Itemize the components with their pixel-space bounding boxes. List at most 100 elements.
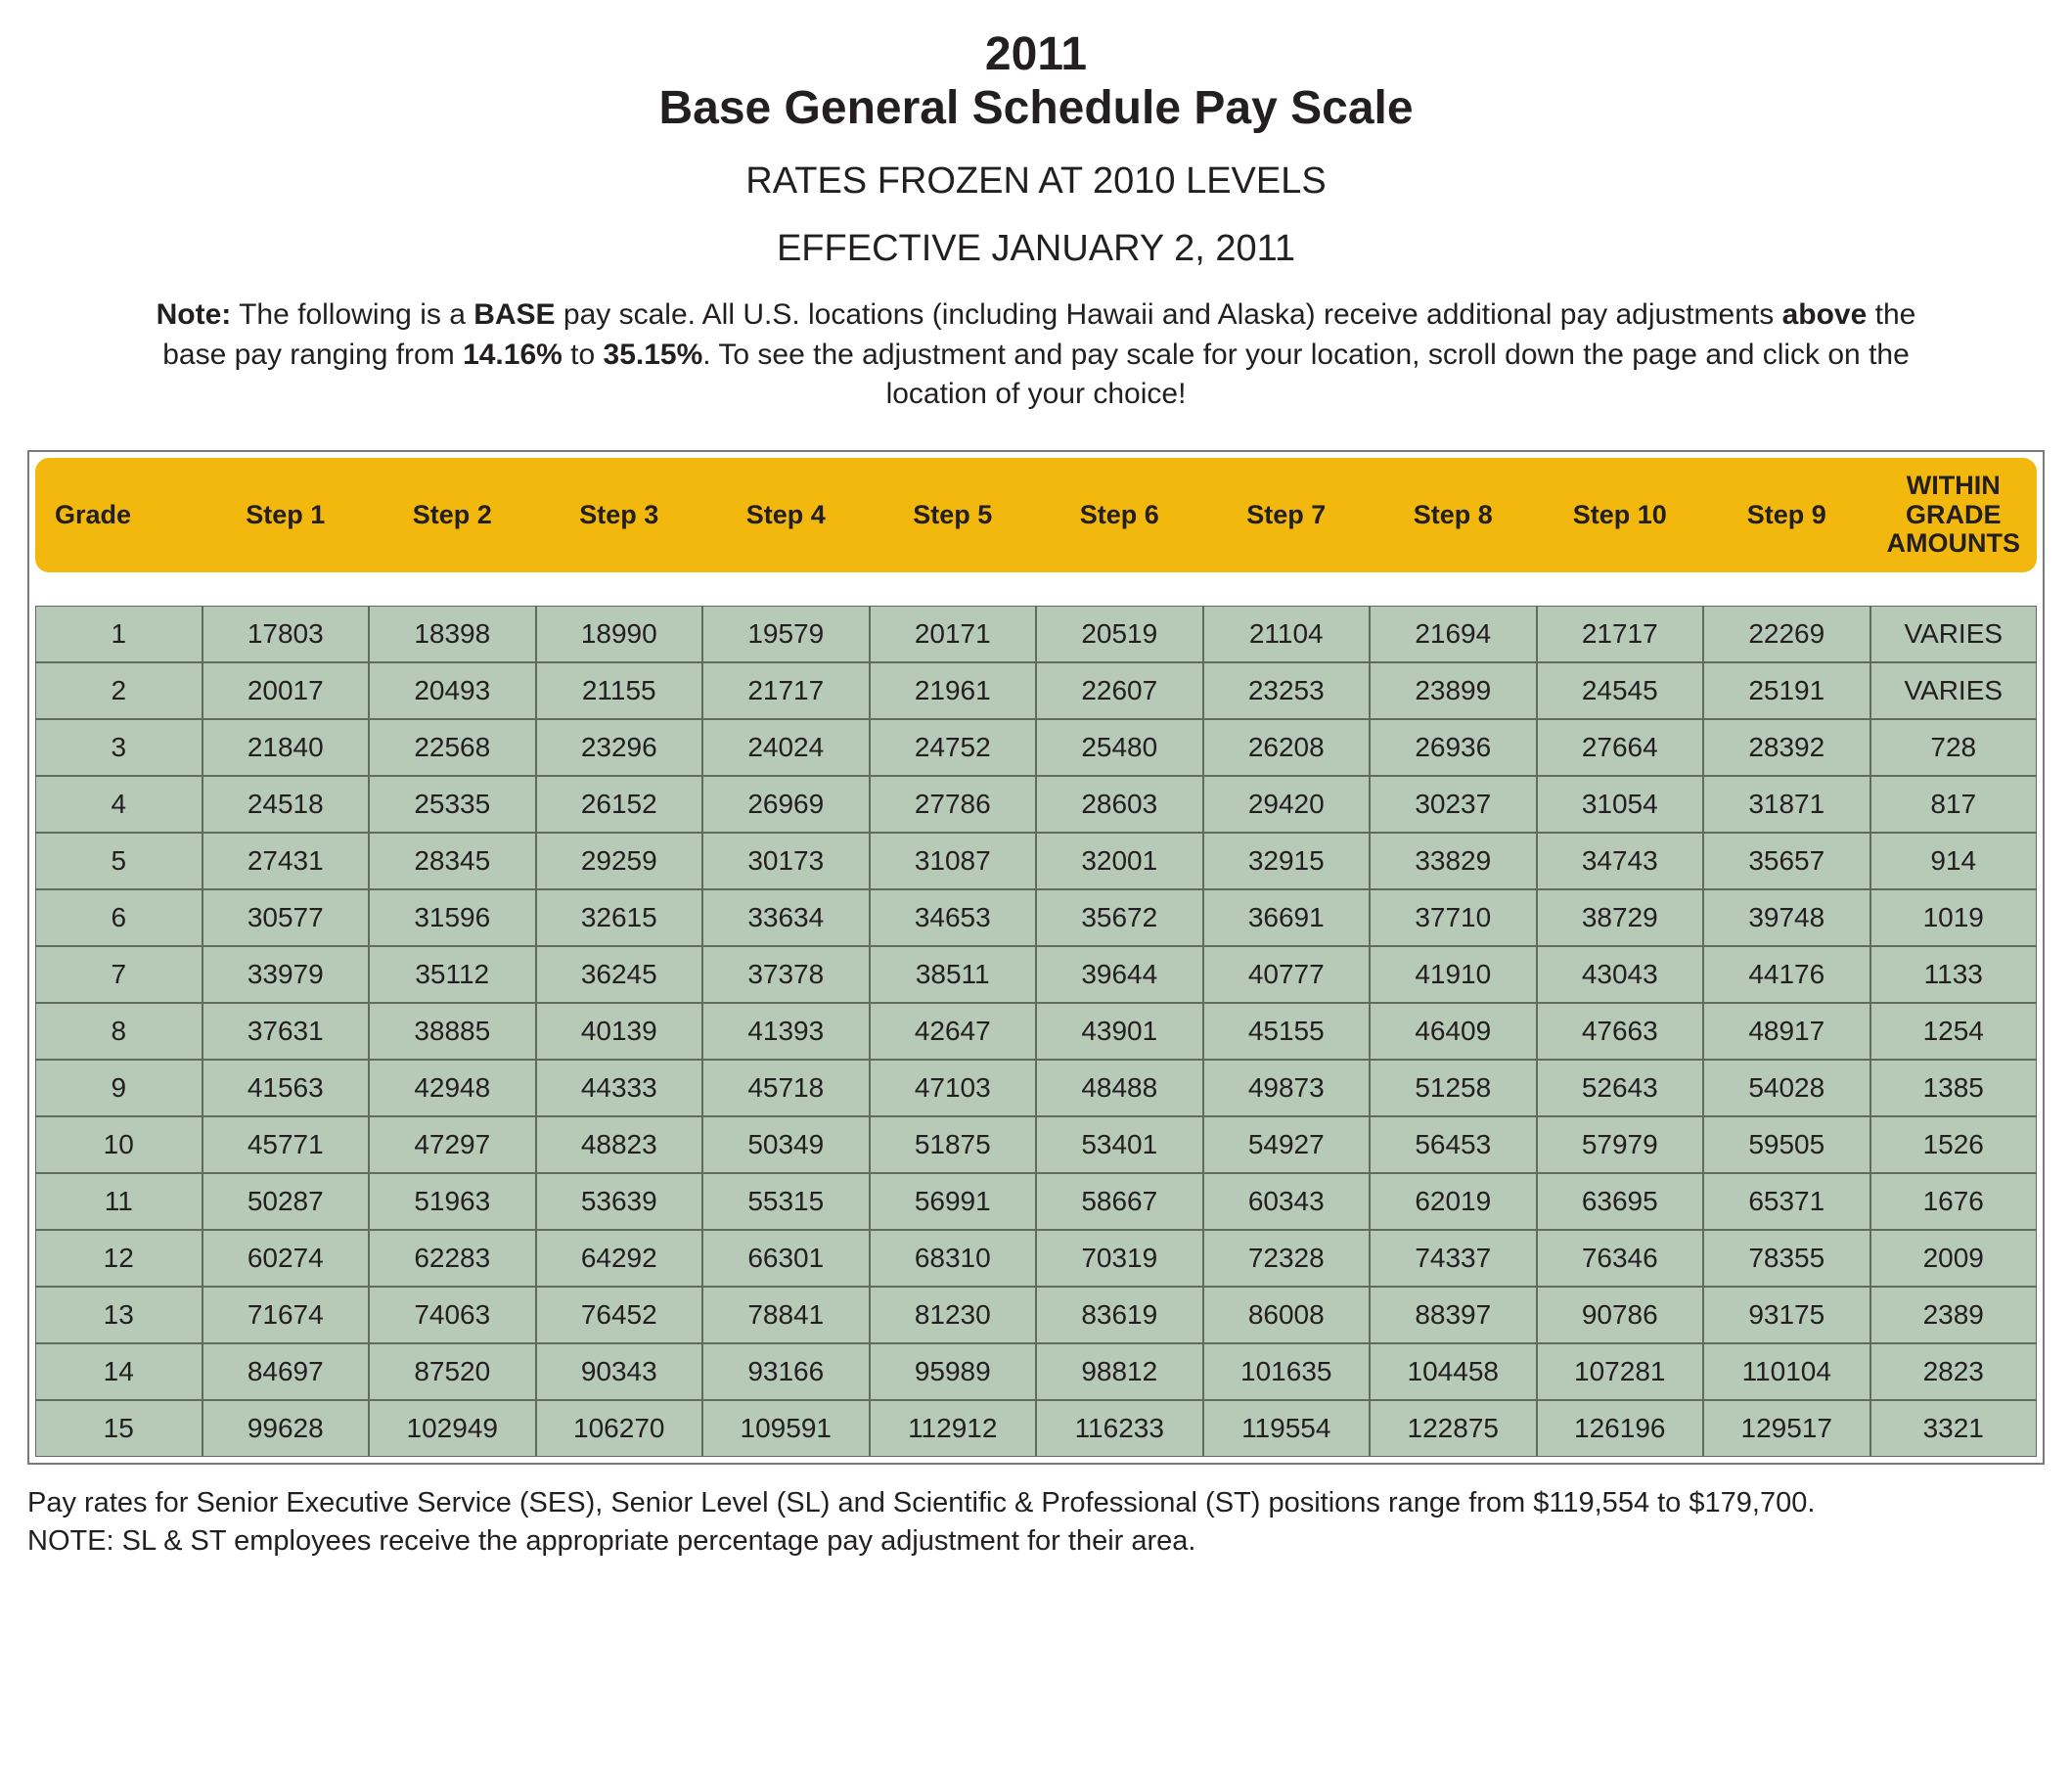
table-cell: 26936 xyxy=(1370,719,1537,776)
table-cell: 48917 xyxy=(1703,1003,1870,1060)
table-cell: 122875 xyxy=(1370,1400,1537,1457)
table-cell: 23253 xyxy=(1203,662,1371,719)
table-cell: 18990 xyxy=(536,606,703,662)
table-row: 1045771472974882350349518755340154927564… xyxy=(35,1116,2037,1173)
table-cell: 28603 xyxy=(1036,776,1203,833)
table-cell: 24545 xyxy=(1537,662,1704,719)
table-cell: 42948 xyxy=(369,1060,536,1116)
note-pct-high: 35.15% xyxy=(604,339,703,371)
table-cell: 50287 xyxy=(203,1173,370,1230)
table-cell: 39748 xyxy=(1703,889,1870,946)
table-cell: 32615 xyxy=(536,889,703,946)
table-cell: 20519 xyxy=(1036,606,1203,662)
table-cell: 45771 xyxy=(203,1116,370,1173)
table-cell: 119554 xyxy=(1203,1400,1371,1457)
table-cell: 1133 xyxy=(1870,946,2038,1003)
table-cell: 110104 xyxy=(1703,1343,1870,1400)
table-cell: 101635 xyxy=(1203,1343,1371,1400)
column-header: WITHINGRADEAMOUNTS xyxy=(1870,458,2038,572)
table-cell: 32001 xyxy=(1036,833,1203,889)
table-cell: 56453 xyxy=(1370,1116,1537,1173)
table-cell: 126196 xyxy=(1537,1400,1704,1457)
table-cell: 95989 xyxy=(870,1343,1037,1400)
table-cell: 26969 xyxy=(702,776,870,833)
table-cell: 1 xyxy=(35,606,203,662)
table-cell: 83619 xyxy=(1036,1287,1203,1343)
table-cell: 34653 xyxy=(870,889,1037,946)
table-cell: 6 xyxy=(35,889,203,946)
table-cell: 74337 xyxy=(1370,1230,1537,1287)
table-cell: 31871 xyxy=(1703,776,1870,833)
table-body: 1178031839818990195792017120519211042169… xyxy=(35,606,2037,1457)
table-cell: 54028 xyxy=(1703,1060,1870,1116)
table-cell: 40139 xyxy=(536,1003,703,1060)
table-cell: 21717 xyxy=(702,662,870,719)
table-cell: 817 xyxy=(1870,776,2038,833)
table-cell: 52643 xyxy=(1537,1060,1704,1116)
title-main: Base General Schedule Pay Scale xyxy=(27,81,2045,135)
table-cell: 90786 xyxy=(1537,1287,1704,1343)
table-cell: 60274 xyxy=(203,1230,370,1287)
table-cell: 41393 xyxy=(702,1003,870,1060)
table-cell: 22269 xyxy=(1703,606,1870,662)
table-cell: 5 xyxy=(35,833,203,889)
table-cell: 7 xyxy=(35,946,203,1003)
table-cell: 109591 xyxy=(702,1400,870,1457)
table-cell: 90343 xyxy=(536,1343,703,1400)
table-row: 4245182533526152269692778628603294203023… xyxy=(35,776,2037,833)
table-cell: 23296 xyxy=(536,719,703,776)
table-cell: 88397 xyxy=(1370,1287,1537,1343)
table-cell: 35112 xyxy=(369,946,536,1003)
table-cell: 2389 xyxy=(1870,1287,2038,1343)
table-cell: 86008 xyxy=(1203,1287,1371,1343)
table-cell: 53401 xyxy=(1036,1116,1203,1173)
table-row: 1260274622836429266301683107031972328743… xyxy=(35,1230,2037,1287)
table-cell: 11 xyxy=(35,1173,203,1230)
column-header: Step 6 xyxy=(1036,458,1203,572)
table-cell: 18398 xyxy=(369,606,536,662)
table-cell: 72328 xyxy=(1203,1230,1371,1287)
table-cell: 27786 xyxy=(870,776,1037,833)
note-paragraph: Note: The following is a BASE pay scale.… xyxy=(126,295,1946,415)
table-cell: 66301 xyxy=(702,1230,870,1287)
table-cell: 78841 xyxy=(702,1287,870,1343)
table-cell: 102949 xyxy=(369,1400,536,1457)
table-cell: 81230 xyxy=(870,1287,1037,1343)
table-cell: 41910 xyxy=(1370,946,1537,1003)
table-cell: 48488 xyxy=(1036,1060,1203,1116)
note-text-4: to xyxy=(563,339,604,371)
table-cell: 23899 xyxy=(1370,662,1537,719)
table-cell: 107281 xyxy=(1537,1343,1704,1400)
table-cell: 56991 xyxy=(870,1173,1037,1230)
table-cell: 47103 xyxy=(870,1060,1037,1116)
pay-table-container: GradeStep 1Step 2Step 3Step 4Step 5Step … xyxy=(27,450,2045,1465)
table-cell: 106270 xyxy=(536,1400,703,1457)
table-cell: 25480 xyxy=(1036,719,1203,776)
table-cell: VARIES xyxy=(1870,606,2038,662)
note-base-word: BASE xyxy=(473,298,555,331)
table-cell: 25335 xyxy=(369,776,536,833)
table-cell: 78355 xyxy=(1703,1230,1870,1287)
table-cell: 1019 xyxy=(1870,889,2038,946)
table-cell: 53639 xyxy=(536,1173,703,1230)
table-cell: 63695 xyxy=(1537,1173,1704,1230)
table-cell: 42647 xyxy=(870,1003,1037,1060)
table-cell: 17803 xyxy=(203,606,370,662)
table-cell: 19579 xyxy=(702,606,870,662)
table-cell: 2009 xyxy=(1870,1230,2038,1287)
table-cell: 37631 xyxy=(203,1003,370,1060)
table-cell: 41563 xyxy=(203,1060,370,1116)
table-cell: 64292 xyxy=(536,1230,703,1287)
table-cell: 10 xyxy=(35,1116,203,1173)
table-row: 6305773159632615336343465335672366913771… xyxy=(35,889,2037,946)
table-cell: 30577 xyxy=(203,889,370,946)
table-row: 5274312834529259301733108732001329153382… xyxy=(35,833,2037,889)
table-cell: 68310 xyxy=(870,1230,1037,1287)
table-cell: 70319 xyxy=(1036,1230,1203,1287)
table-cell: 84697 xyxy=(203,1343,370,1400)
table-cell: 129517 xyxy=(1703,1400,1870,1457)
table-cell: 9 xyxy=(35,1060,203,1116)
footer-line-1: Pay rates for Senior Executive Service (… xyxy=(27,1487,1815,1518)
table-cell: 99628 xyxy=(203,1400,370,1457)
table-cell: 28345 xyxy=(369,833,536,889)
